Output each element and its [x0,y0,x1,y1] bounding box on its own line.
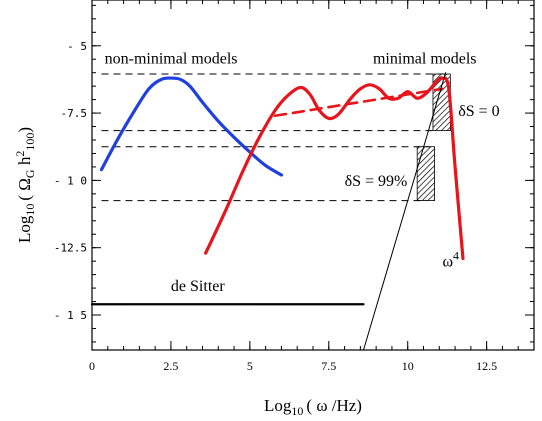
y-tick-label-1: -7.5 [61,107,88,120]
annotations: non-minimal models minimal models δS = 0 δS… [105,50,500,295]
x-tick-label-5: 12.5 [476,359,497,373]
axis-ticks [91,0,535,350]
y-tick-label-0: - 5 [67,40,87,53]
x-tick-label-4: 10 [402,359,414,373]
annotation-4: de Sitter [171,278,225,295]
series-line-4 [363,72,447,351]
x-tick-label-0: 0 [89,359,95,373]
x-tick-label-1: 2.5 [163,359,178,373]
y-tick-label-2: - 1 0 [54,174,87,187]
series-line-2 [273,87,444,118]
x-tick-label-2: 5 [247,359,253,373]
annotation-5: ω4 [442,249,459,271]
series-line-1 [204,76,465,261]
series-lines [90,72,465,351]
y-tick-label-4: - 1 5 [54,309,87,322]
y-axis-title: Log10( ΩG h2100) [13,127,37,243]
x-tick-label-3: 7.5 [321,359,336,373]
annotation-1: minimal models [373,50,477,67]
series-line-0 [99,76,284,177]
band-lines [101,73,446,202]
tick-labels: 0 2.5 5 7.5 10 12.5 - 5 -7.5 - 1 0 -12.5 - 1 5 [54,40,497,373]
hatched-region-1 [416,146,435,201]
y-tick-label-3: -12.5 [54,242,87,255]
annotation-0: non-minimal models [105,50,238,67]
annotation-3: δS = 99% [345,173,408,190]
annotation-2: δS = 0 [458,103,499,120]
x-axis-title: Log10( ω /Hz) [264,396,362,418]
